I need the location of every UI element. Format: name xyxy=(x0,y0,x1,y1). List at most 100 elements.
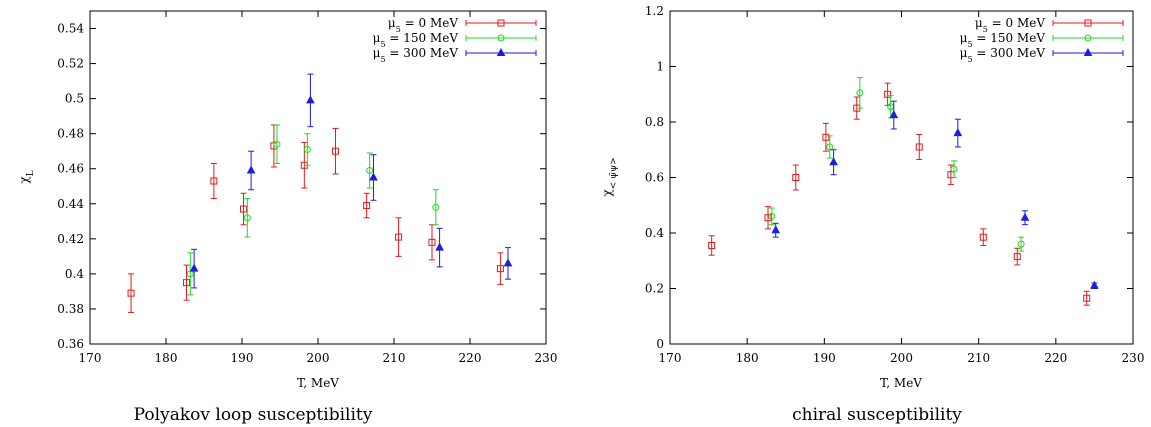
legend-label: μ5 = 300 MeV xyxy=(960,46,1046,64)
x-tick-label: 210 xyxy=(383,351,406,365)
y-tick-label: 0.4 xyxy=(65,267,84,281)
data-point xyxy=(303,145,311,153)
series-square xyxy=(708,82,1091,306)
series-circle xyxy=(186,124,440,296)
x-tick-label: 170 xyxy=(79,351,102,365)
legend-label: μ5 = 150 MeV xyxy=(373,31,459,49)
y-tick-label: 0.44 xyxy=(57,197,84,211)
data-point xyxy=(432,203,440,211)
svg-text:χL: χL xyxy=(17,170,36,183)
legend-label: μ5 = 0 MeV xyxy=(975,16,1045,34)
data-point xyxy=(246,165,256,174)
data-point xyxy=(183,279,191,287)
legend-label: μ5 = 300 MeV xyxy=(373,46,459,64)
axis-ticks: 170 180 190 200 210 220 230 0.36 0.38 0.4 0.42 0.44… xyxy=(57,11,557,365)
data-point xyxy=(884,90,892,98)
data-point xyxy=(435,242,444,251)
legend-marker xyxy=(497,34,505,42)
data-point xyxy=(273,140,281,148)
data-point xyxy=(979,233,987,241)
y-tick-label: 1.2 xyxy=(645,4,664,18)
y-tick-label: 0.8 xyxy=(645,115,664,129)
y-tick-label: 0.52 xyxy=(57,57,84,71)
y-axis-label: χ< ψ̄ψ> xyxy=(600,157,619,196)
y-tick-label: 0.46 xyxy=(57,162,84,176)
x-tick-label: 230 xyxy=(1122,351,1145,365)
data-point xyxy=(829,157,838,166)
legend-label: μ5 = 150 MeV xyxy=(960,31,1046,49)
y-axis-label: χL xyxy=(17,170,36,183)
data-point xyxy=(771,225,781,234)
y-tick-label: 0.48 xyxy=(57,127,84,141)
data-point xyxy=(768,212,776,220)
data-point xyxy=(127,289,135,297)
data-point xyxy=(1090,280,1099,289)
y-tick-label: 0.54 xyxy=(57,22,84,36)
svg-text:χ< ψ̄ψ>: χ< ψ̄ψ> xyxy=(600,157,619,196)
plot-frame xyxy=(669,10,1134,345)
x-tick-label: 170 xyxy=(659,351,682,365)
x-tick-label: 200 xyxy=(890,351,913,365)
data-point xyxy=(503,258,513,267)
axis-ticks: 170 180 190 200 210 220 230 0 0.2 0.4 0.6 0.8 1 1.2 xyxy=(645,4,1145,365)
data-point xyxy=(240,205,248,213)
x-tick-label: 200 xyxy=(307,351,330,365)
data-point xyxy=(369,172,378,181)
data-point xyxy=(1013,253,1021,261)
data-point xyxy=(395,233,403,241)
y-tick-label: 1 xyxy=(656,60,664,74)
series-square xyxy=(127,124,504,313)
data-point xyxy=(210,177,218,185)
data-point xyxy=(792,174,800,181)
data-point xyxy=(363,202,371,210)
x-axis-label: T, MeV xyxy=(297,376,339,390)
data-point xyxy=(496,265,504,273)
data-point xyxy=(889,110,899,119)
x-tick-label: 230 xyxy=(535,351,558,365)
y-tick-label: 0.5 xyxy=(65,92,84,106)
plot-frame xyxy=(89,10,547,345)
x-axis-label: T, MeV xyxy=(880,376,922,390)
legend-marker xyxy=(1084,34,1092,42)
legend-marker xyxy=(1084,19,1092,27)
data-point xyxy=(428,238,436,246)
y-tick-label: 0.6 xyxy=(645,171,664,185)
data-marks xyxy=(127,73,513,313)
data-point xyxy=(822,133,830,141)
data-point xyxy=(331,147,339,155)
data-marks xyxy=(708,77,1099,306)
chart-chiral: 170 180 190 200 210 220 230 0 0.2 0.4 0.6 0.8 1 1.2 μ… xyxy=(600,4,1144,425)
data-point xyxy=(950,165,958,173)
data-point xyxy=(1017,240,1025,248)
y-tick-label: 0.2 xyxy=(645,282,664,296)
legend-marker xyxy=(496,47,506,56)
data-point xyxy=(708,241,716,249)
data-point xyxy=(306,95,315,104)
data-point xyxy=(826,143,834,151)
y-tick-label: 0.36 xyxy=(57,337,84,351)
x-tick-label: 220 xyxy=(459,351,482,365)
legend-label: μ5 = 0 MeV xyxy=(388,16,458,34)
data-point xyxy=(243,214,251,222)
data-point xyxy=(366,166,374,174)
data-point xyxy=(915,143,923,151)
x-tick-label: 180 xyxy=(736,351,759,365)
series-circle xyxy=(768,77,1025,252)
data-point xyxy=(1083,294,1091,302)
data-point xyxy=(1020,212,1030,221)
y-tick-label: 0.4 xyxy=(645,226,664,240)
series-triangle xyxy=(189,73,513,289)
series-triangle xyxy=(771,100,1099,289)
x-tick-label: 180 xyxy=(155,351,178,365)
y-tick-label: 0.42 xyxy=(57,232,84,246)
y-tick-label: 0.38 xyxy=(57,302,84,316)
chart-polyakov-loop: 170 180 190 200 210 220 230 0.36 0.38 0.4 0.42 0.44… xyxy=(17,10,557,425)
x-tick-label: 220 xyxy=(1044,351,1067,365)
caption-chiral: chiral susceptibility xyxy=(792,405,962,425)
data-point xyxy=(856,89,864,97)
y-tick-label: 0 xyxy=(656,337,664,351)
x-tick-label: 190 xyxy=(231,351,254,365)
